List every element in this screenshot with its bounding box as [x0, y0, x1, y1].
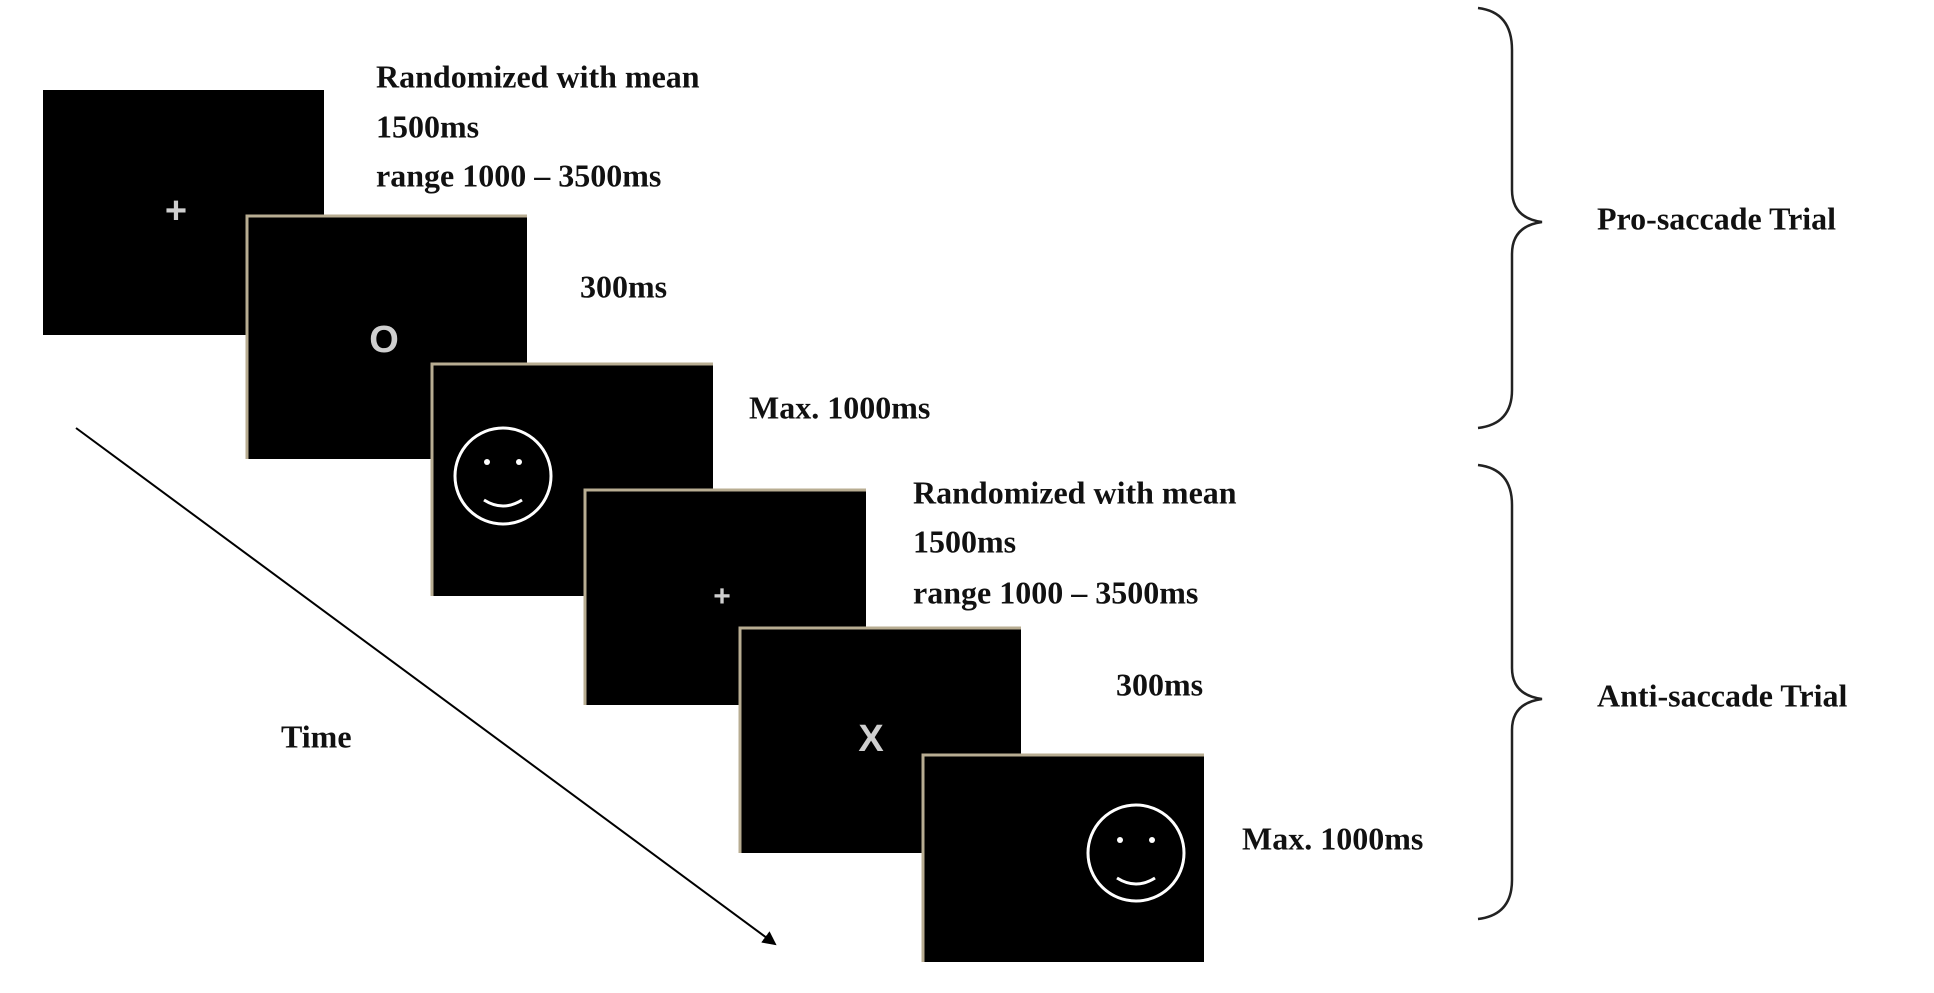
- duration: Randomized with mean: [913, 474, 1237, 510]
- duration: 1500ms: [913, 523, 1016, 559]
- trial-label: Anti-saccade Trial: [1597, 677, 1847, 713]
- duration: 300ms: [580, 268, 667, 304]
- smiley: [1086, 803, 1186, 903]
- brace: [1477, 6, 1543, 430]
- time-arrow: [75, 427, 777, 946]
- duration: range 1000 – 3500ms: [913, 574, 1198, 610]
- brace: [1477, 463, 1543, 921]
- time-label: Time: [281, 718, 352, 754]
- stimulus: +: [713, 580, 731, 613]
- stimulus: +: [165, 190, 187, 232]
- smiley: [453, 426, 553, 526]
- duration: 300ms: [1116, 666, 1203, 702]
- stimulus: X: [858, 718, 884, 760]
- duration: 1500ms: [376, 108, 479, 144]
- stimulus: O: [369, 319, 399, 361]
- duration: Max. 1000ms: [749, 389, 930, 425]
- duration: Randomized with mean: [376, 58, 700, 94]
- trial-label: Pro-saccade Trial: [1597, 200, 1836, 236]
- screen: [921, 753, 1204, 962]
- duration: range 1000 – 3500ms: [376, 157, 661, 193]
- duration: Max. 1000ms: [1242, 820, 1423, 856]
